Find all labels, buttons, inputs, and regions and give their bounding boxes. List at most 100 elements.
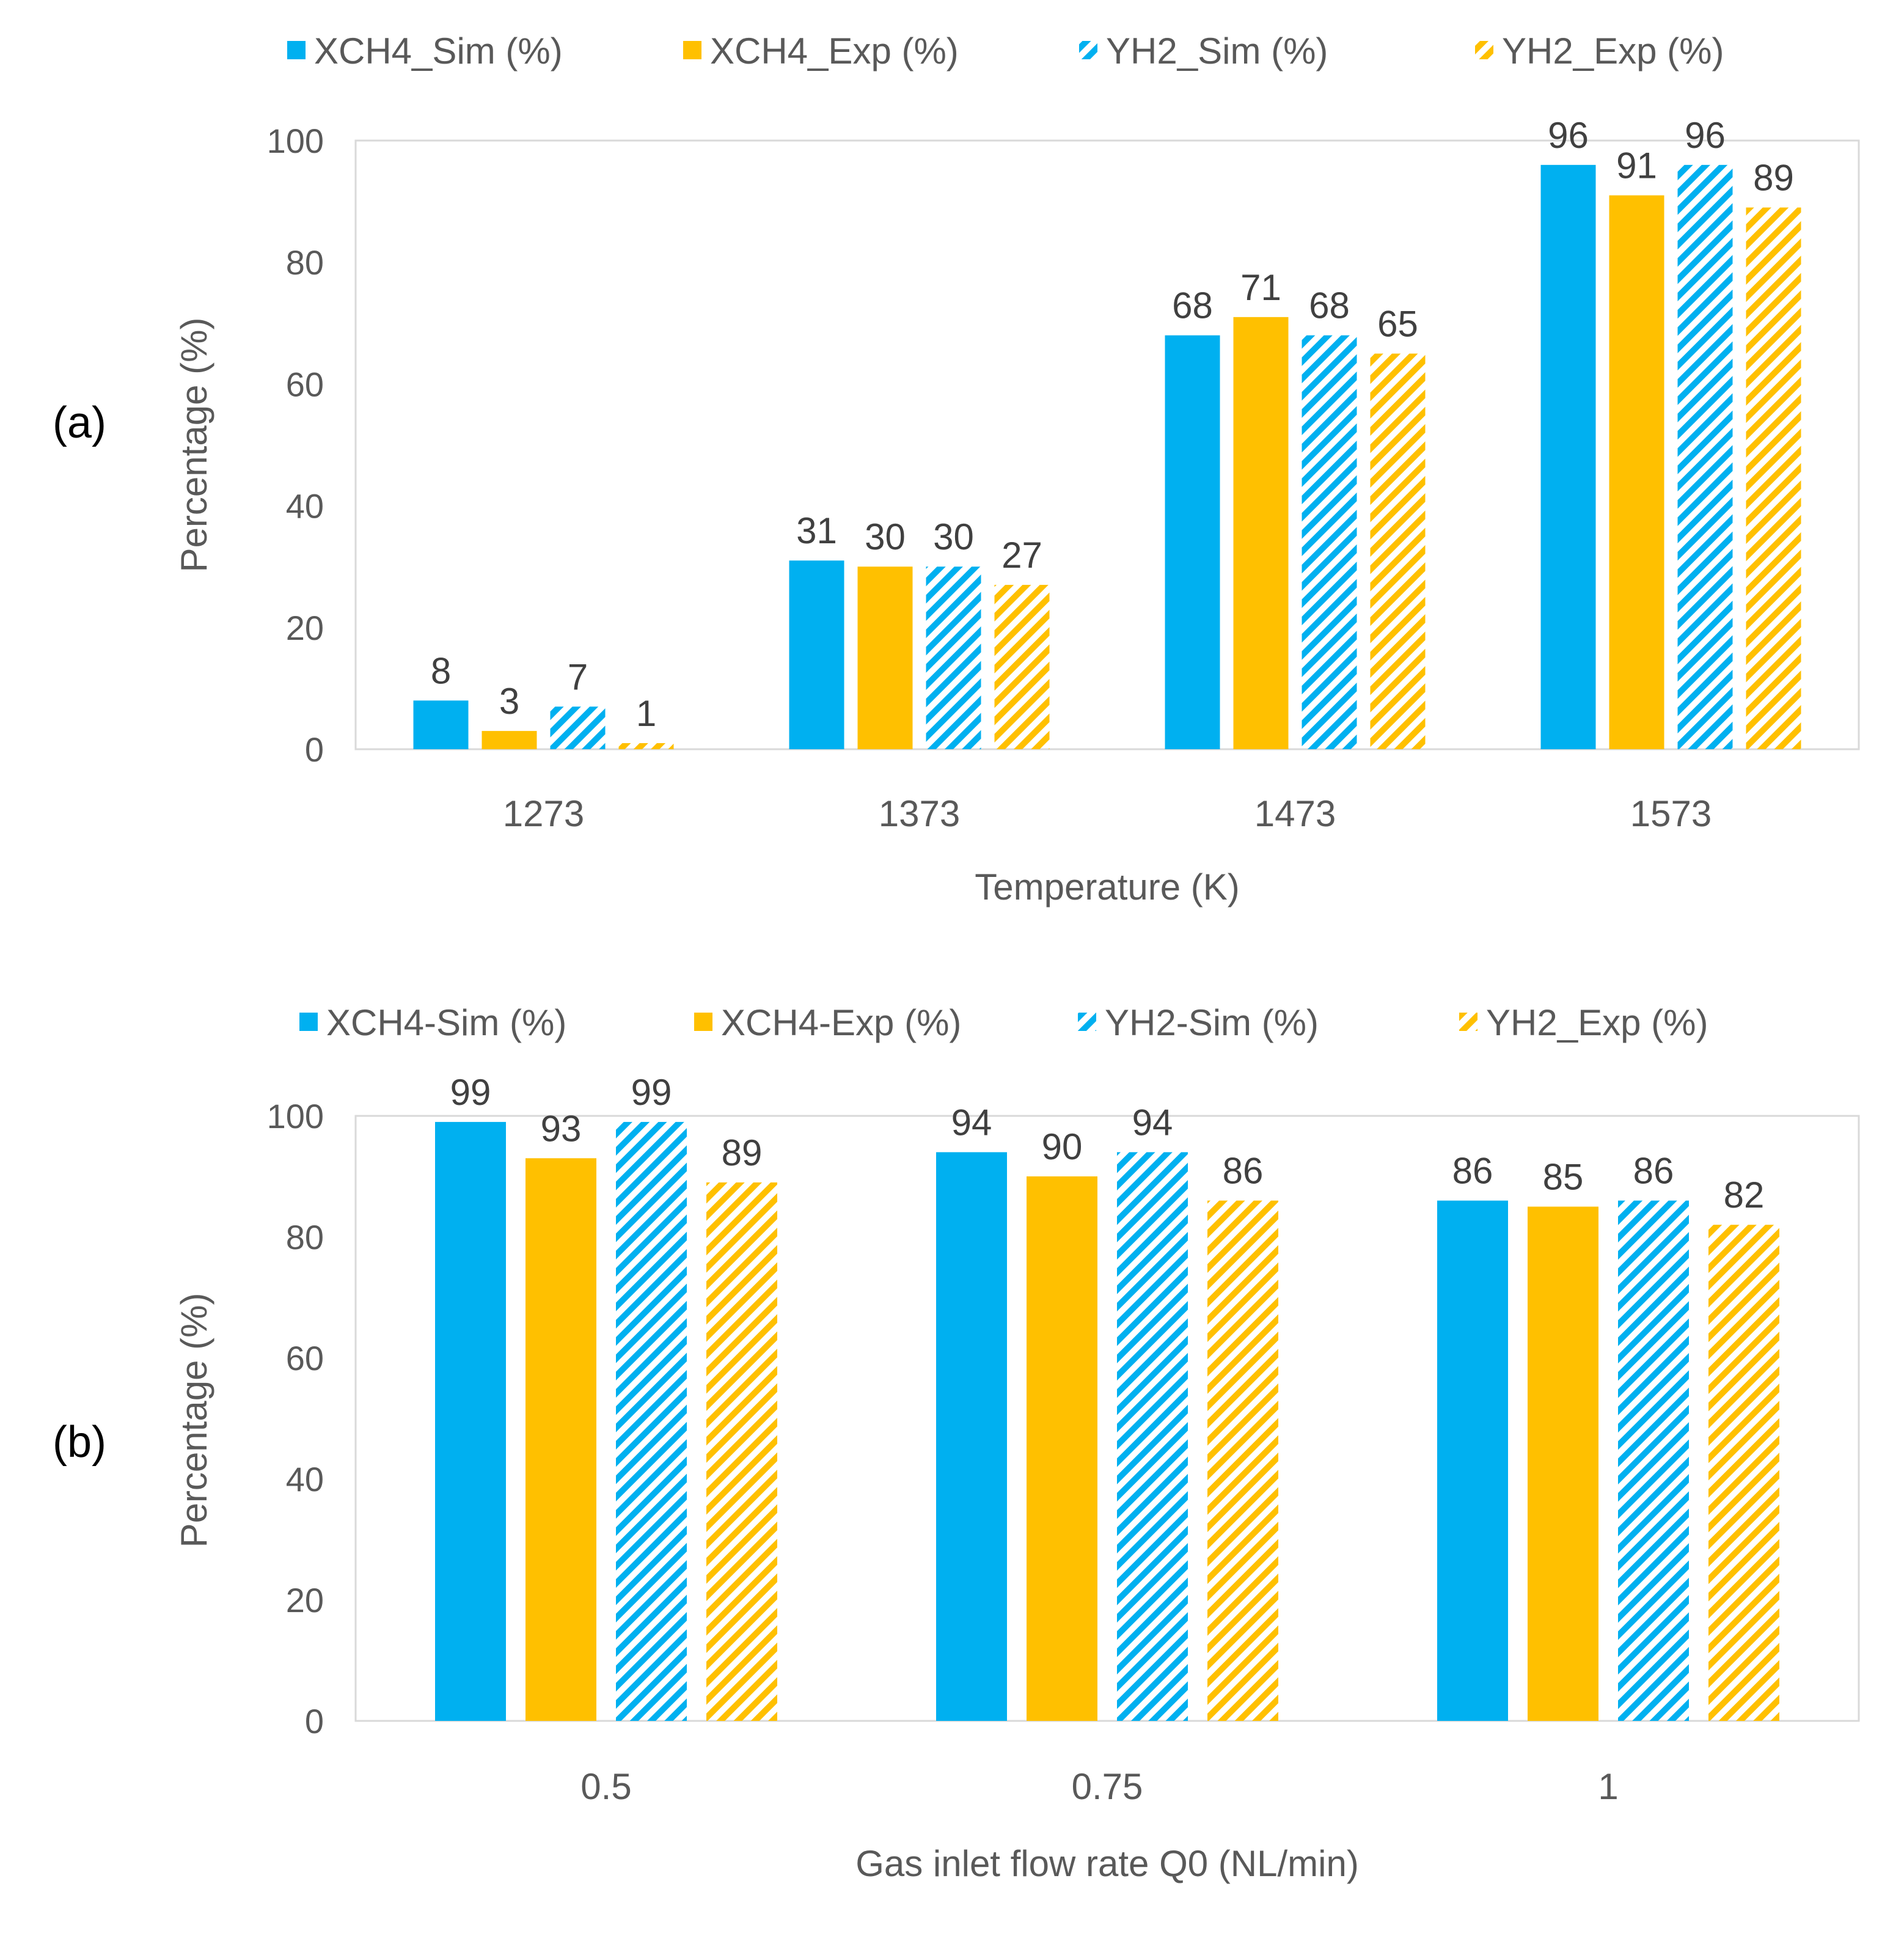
bar — [936, 1152, 1007, 1721]
bar — [1746, 207, 1801, 749]
x-tick-label: 1373 — [879, 793, 960, 834]
bar — [1540, 164, 1596, 750]
legend-swatch — [1459, 1013, 1477, 1031]
bar — [413, 700, 469, 749]
plot-area — [354, 1115, 1860, 1722]
data-label: 85 — [1543, 1157, 1584, 1198]
data-label: 86 — [1452, 1151, 1493, 1192]
bar — [1677, 164, 1733, 750]
data-label: 30 — [933, 516, 974, 557]
bar — [789, 560, 844, 749]
data-label: 82 — [1724, 1175, 1765, 1216]
y-tick-label: 40 — [286, 1460, 324, 1498]
bar — [857, 566, 913, 749]
bar — [435, 1121, 506, 1721]
legend-swatch — [1078, 1013, 1096, 1031]
chart-b: (b) XCH4-Sim (%) XCH4-Exp (%) YH2-Sim (%) Y… — [53, 1002, 1860, 1884]
data-label: 93 — [541, 1108, 582, 1149]
y-axis-label: Percentage (%) — [174, 1293, 214, 1548]
x-axis: 1273 1373 1473 1573 — [503, 793, 1712, 834]
legend-label: YH2_Sim (%) — [1106, 31, 1328, 72]
bar — [926, 566, 981, 749]
y-tick-label: 0 — [305, 1702, 324, 1740]
data-label: 99 — [631, 1072, 672, 1113]
data-label: 89 — [722, 1132, 763, 1173]
legend-swatch — [683, 41, 701, 59]
chart-a: (a) XCH4_Sim (%) XCH4_Exp (%) YH2_Sim (%) Y… — [53, 31, 1860, 908]
data-label: 65 — [1377, 304, 1418, 345]
plot-area — [354, 139, 1860, 750]
bar — [525, 1158, 596, 1721]
x-axis-label: Gas inlet flow rate Q0 (NL/min) — [855, 1843, 1359, 1884]
data-label: 8 — [431, 650, 451, 691]
bar — [706, 1182, 777, 1721]
legend-swatch — [1475, 41, 1493, 59]
x-axis: 0.5 0.75 1 — [580, 1766, 1618, 1807]
y-tick-label: 100 — [267, 122, 324, 160]
bar — [616, 1121, 687, 1721]
x-tick-label: 0.75 — [1072, 1766, 1143, 1807]
bar — [1528, 1206, 1598, 1721]
x-tick-label: 1 — [1598, 1766, 1618, 1807]
legend-label: YH2_Exp (%) — [1486, 1002, 1708, 1043]
data-label: 94 — [1132, 1102, 1173, 1143]
legend-label: XCH4_Sim (%) — [314, 31, 563, 72]
legend-label: XCH4-Exp (%) — [721, 1002, 961, 1043]
y-tick-label: 80 — [286, 1218, 324, 1256]
legend-swatch — [287, 41, 306, 59]
bar — [1027, 1176, 1097, 1721]
y-tick-label: 0 — [305, 730, 324, 769]
data-label: 7 — [568, 656, 588, 697]
data-label: 99 — [450, 1072, 491, 1113]
panel-label: (b) — [53, 1418, 106, 1467]
bar — [481, 731, 537, 749]
bar — [1207, 1200, 1278, 1721]
y-tick-label: 20 — [286, 1581, 324, 1619]
legend-label: XCH4_Exp (%) — [710, 31, 959, 72]
x-tick-label: 1573 — [1630, 793, 1712, 834]
y-axis: 0 20 40 60 80 100 — [267, 122, 324, 769]
data-label: 68 — [1172, 285, 1213, 326]
data-label: 1 — [636, 693, 656, 734]
bar — [1609, 195, 1664, 749]
data-label: 3 — [499, 681, 519, 722]
legend-label: YH2_Exp (%) — [1502, 31, 1724, 72]
bar — [1117, 1152, 1188, 1721]
data-label: 89 — [1753, 158, 1794, 199]
data-label: 68 — [1309, 285, 1350, 326]
legend-swatch — [694, 1013, 712, 1031]
data-label: 94 — [951, 1102, 992, 1143]
bar — [550, 706, 606, 749]
y-tick-label: 80 — [286, 243, 324, 282]
legend-label: XCH4-Sim (%) — [326, 1002, 566, 1043]
bar — [1302, 335, 1357, 749]
bar — [1437, 1200, 1508, 1721]
x-tick-label: 0.5 — [580, 1766, 631, 1807]
y-tick-label: 20 — [286, 609, 324, 647]
data-label: 96 — [1548, 115, 1589, 156]
y-tick-label: 40 — [286, 487, 324, 526]
data-label: 86 — [1223, 1151, 1264, 1192]
bar — [1233, 317, 1289, 749]
x-tick-label: 1473 — [1254, 793, 1336, 834]
data-label: 90 — [1042, 1126, 1083, 1167]
legend: XCH4_Sim (%) XCH4_Exp (%) YH2_Sim (%) YH2_E… — [287, 31, 1724, 72]
bar — [1708, 1225, 1779, 1721]
legend-swatch — [1079, 41, 1097, 59]
data-label: 27 — [1001, 535, 1042, 576]
data-label: 30 — [865, 516, 906, 557]
y-axis-label: Percentage (%) — [174, 318, 214, 573]
data-label: 91 — [1616, 145, 1657, 186]
y-tick-label: 60 — [286, 1339, 324, 1377]
bar — [994, 585, 1050, 749]
bar — [1370, 353, 1426, 749]
data-label: 31 — [796, 510, 837, 551]
data-label: 86 — [1633, 1151, 1674, 1192]
bar — [618, 743, 674, 749]
data-label: 96 — [1685, 115, 1726, 156]
x-axis-label: Temperature (K) — [975, 867, 1239, 908]
panel-label: (a) — [53, 398, 106, 447]
bar — [1618, 1200, 1689, 1721]
x-tick-label: 1273 — [503, 793, 584, 834]
